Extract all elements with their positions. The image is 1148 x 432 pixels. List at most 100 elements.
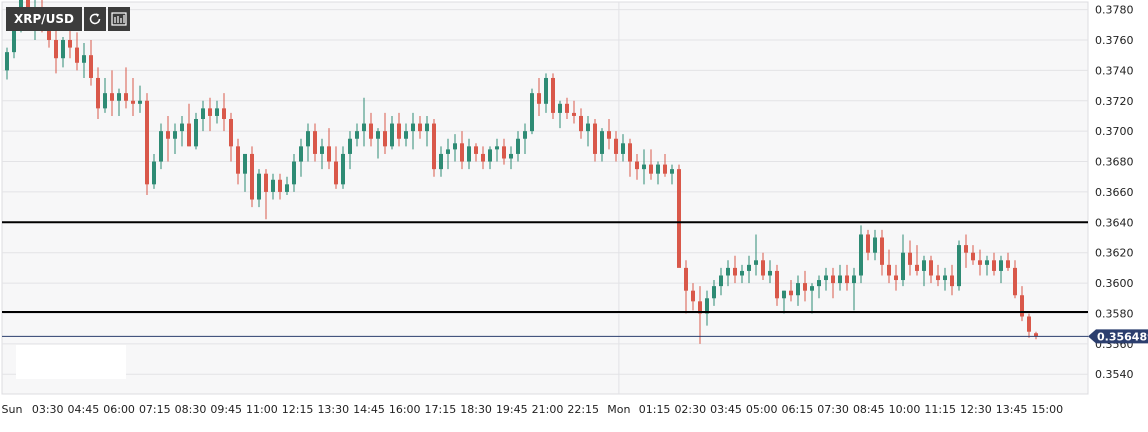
candle	[1013, 260, 1017, 299]
candle-body	[901, 252, 905, 281]
candle	[705, 290, 709, 326]
candle-body	[999, 260, 1003, 271]
candle	[285, 176, 289, 195]
candle-body	[432, 123, 436, 170]
candle	[152, 153, 156, 189]
candle	[719, 267, 723, 296]
candle	[313, 123, 317, 162]
candle	[852, 267, 856, 311]
candle-body	[208, 108, 212, 116]
x-tick-label: Sun	[2, 403, 23, 416]
candle	[922, 255, 926, 287]
candle	[355, 123, 359, 147]
candle	[453, 134, 457, 162]
candle-body	[369, 123, 373, 139]
candle-body	[705, 298, 709, 314]
x-tick-label: 21:00	[532, 403, 564, 416]
y-tick-label: 0.3580	[1095, 307, 1134, 320]
candle	[845, 264, 849, 291]
candle	[761, 252, 765, 281]
candle	[726, 260, 730, 287]
candle	[264, 169, 268, 220]
candle-body	[747, 264, 751, 271]
candle	[446, 138, 450, 170]
candle	[1034, 331, 1038, 340]
y-tick-label: 0.3760	[1095, 34, 1134, 47]
x-tick-label: 07:15	[139, 403, 171, 416]
candle	[621, 134, 625, 162]
plot-area[interactable]	[1, 0, 1089, 395]
candle	[187, 103, 191, 147]
candle-body	[194, 118, 198, 147]
candle-body	[754, 260, 758, 265]
candle	[5, 47, 9, 80]
candle-body	[915, 264, 919, 271]
candle	[110, 70, 114, 116]
candle-body	[824, 275, 828, 281]
candle-body	[467, 146, 471, 162]
candle-body	[985, 260, 989, 265]
candle-body	[460, 143, 464, 162]
candle	[516, 131, 520, 162]
candle	[138, 85, 142, 113]
candle-body	[1020, 295, 1024, 317]
candle-body	[1006, 260, 1010, 268]
candle-body	[978, 260, 982, 265]
x-tick-label: 16:00	[389, 403, 421, 416]
candle	[530, 88, 534, 135]
candle-body	[390, 123, 394, 147]
candle-body	[649, 164, 653, 174]
symbol-label[interactable]: XRP/USD	[6, 7, 83, 31]
x-tick-label: 05:00	[746, 403, 778, 416]
candle-body	[404, 131, 408, 139]
candle	[257, 169, 261, 208]
y-tick-label: 0.3680	[1095, 156, 1134, 169]
candle	[999, 255, 1003, 284]
candle	[369, 112, 373, 147]
candle	[75, 32, 79, 71]
candle-body	[873, 237, 877, 253]
refresh-button[interactable]	[84, 7, 107, 31]
candle	[96, 67, 100, 119]
candle	[439, 146, 443, 177]
candle-body	[551, 77, 555, 113]
candle	[607, 118, 611, 150]
candle	[838, 264, 842, 291]
candle	[103, 77, 107, 113]
candle	[117, 88, 121, 116]
candle-body	[565, 103, 569, 113]
candle-body	[957, 245, 961, 287]
candle	[411, 112, 415, 150]
candle	[740, 264, 744, 284]
candle	[1020, 286, 1024, 322]
candle	[334, 146, 338, 189]
candle-body	[880, 237, 884, 265]
candle	[831, 267, 835, 299]
candle-body	[586, 123, 590, 132]
candle-body	[859, 234, 863, 276]
candle-body	[656, 164, 660, 174]
x-tick-label: Mon	[607, 403, 630, 416]
candle	[544, 73, 548, 113]
candle	[488, 146, 492, 170]
candle-body	[488, 149, 492, 162]
x-tick-label: 22:15	[567, 403, 599, 416]
chart-type-button[interactable]	[108, 7, 131, 31]
candle-body	[481, 153, 485, 162]
candle	[782, 290, 786, 314]
plot-background	[1, 1, 1089, 395]
current-price-tag	[1088, 329, 1148, 344]
candle-body	[376, 131, 380, 139]
candle-body	[215, 108, 219, 116]
candle	[943, 267, 947, 291]
candle	[145, 93, 149, 195]
candle	[579, 108, 583, 139]
candle	[796, 275, 800, 306]
candle	[418, 115, 422, 139]
candle	[159, 123, 163, 170]
y-tick-label: 0.3780	[1095, 4, 1134, 17]
candle	[306, 123, 310, 162]
candle	[467, 138, 471, 170]
candle	[670, 164, 674, 185]
y-tick-label: 0.3740	[1095, 64, 1134, 77]
